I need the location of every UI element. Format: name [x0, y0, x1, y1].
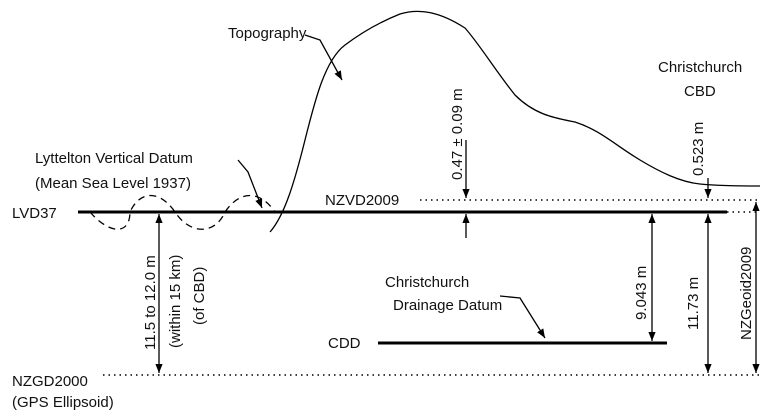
lines [78, 10, 761, 376]
label: CDD [328, 335, 361, 352]
label: Christchurch [658, 59, 742, 76]
label: (GPS Ellipsoid) [12, 394, 114, 410]
label: CBD [684, 83, 716, 100]
label: NZGD2000 [12, 373, 88, 390]
leader [304, 34, 343, 81]
label: 9.043 m [633, 266, 650, 320]
label: Lyttelton Vertical Datum [35, 150, 193, 167]
msl-wave [89, 195, 276, 230]
label: (within 15 km) [167, 255, 184, 348]
label: 0.523 m [690, 122, 707, 176]
label: Christchurch [385, 274, 469, 291]
label: LVD37 [12, 205, 57, 222]
label: 11.73 m [685, 277, 702, 330]
label: 11.5 to 12.0 m [142, 255, 159, 350]
label: Drainage Datum [393, 297, 502, 314]
topography-curve [269, 10, 761, 233]
labels: Topography Christchurch CBD 0.47 ± 0.09 … [12, 25, 755, 410]
label: (Mean Sea Level 1937) [35, 175, 191, 192]
label: 0.47 ± 0.09 m [449, 88, 466, 180]
label: Topography [228, 25, 307, 42]
label: (of CBD) [191, 267, 208, 325]
leader [237, 159, 263, 209]
leader [499, 295, 546, 339]
label: NZVD2009 [325, 192, 399, 209]
label: NZGeoid2009 [738, 247, 755, 340]
